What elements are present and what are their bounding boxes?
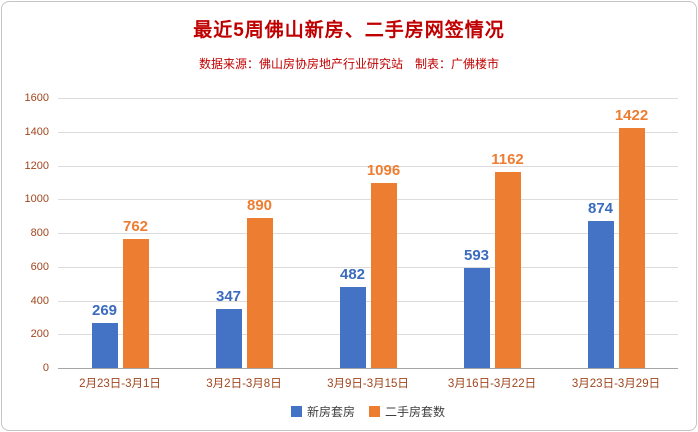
legend-item: 新房套房 bbox=[290, 403, 355, 420]
bar-group: 347 890 bbox=[182, 98, 306, 368]
gridline bbox=[58, 334, 678, 336]
y-tick-label: 600 bbox=[30, 260, 49, 273]
bar-value-label: 593 bbox=[463, 246, 490, 264]
chart-subtitle: 数据来源：佛山房协房地产行业研究站 制表：广佛楼市 bbox=[198, 57, 499, 71]
bar-groups: 269 762 347 890 482 1096 593 1162 874 1422 bbox=[58, 98, 678, 368]
bar-with-label: 1422 bbox=[614, 98, 649, 368]
gridline bbox=[58, 233, 678, 234]
bar-with-label: 1096 bbox=[366, 98, 401, 368]
bar-with-label: 890 bbox=[246, 98, 273, 368]
bar-value-label: 1096 bbox=[366, 162, 401, 180]
bar-value-label: 1422 bbox=[614, 107, 649, 125]
y-tick-label: 800 bbox=[30, 227, 49, 239]
gridline bbox=[58, 165, 678, 167]
bar-chart: 0 200 400 600 800 1000 1200 1400 1600 269 762 347 89… bbox=[2, 92, 696, 420]
bar-group: 874 1422 bbox=[554, 98, 678, 368]
y-tick-label: 200 bbox=[30, 328, 49, 341]
legend-swatch bbox=[290, 406, 302, 417]
bar-新房套房 bbox=[463, 267, 490, 368]
bar-二手房套数 bbox=[370, 183, 397, 368]
bar-二手房套数 bbox=[494, 171, 521, 368]
bar-新房套房 bbox=[587, 220, 614, 368]
legend-item: 二手房套数 bbox=[369, 403, 445, 420]
legend-swatch bbox=[369, 406, 380, 417]
bar-with-label: 269 bbox=[91, 98, 118, 368]
bar-value-label: 1162 bbox=[491, 150, 524, 168]
gridline bbox=[58, 199, 678, 201]
bar-with-label: 593 bbox=[463, 98, 490, 368]
bar-二手房套数 bbox=[618, 128, 645, 368]
gridline bbox=[58, 131, 678, 133]
x-tick-label: 3月9日-3月15日 bbox=[327, 378, 409, 390]
bar-value-label: 874 bbox=[587, 199, 614, 217]
y-tick-label: 0 bbox=[42, 362, 49, 374]
x-tick-label: 3月23日-3月29日 bbox=[571, 378, 661, 390]
x-tick-label: 3月2日-3月8日 bbox=[206, 378, 282, 390]
bar-with-label: 1162 bbox=[491, 98, 524, 368]
bar-新房套房 bbox=[91, 322, 118, 368]
gridline bbox=[58, 266, 678, 268]
gridline bbox=[58, 98, 678, 99]
bar-group: 593 1162 bbox=[430, 98, 554, 368]
y-tick-label: 1400 bbox=[24, 125, 49, 138]
plot-area: 0 200 400 600 800 1000 1200 1400 1600 269 762 347 89… bbox=[25, 92, 678, 374]
bar-二手房套数 bbox=[246, 217, 273, 368]
bar-value-label: 347 bbox=[215, 288, 242, 306]
x-axis-line bbox=[58, 368, 678, 369]
bar-with-label: 347 bbox=[215, 98, 242, 368]
chart-legend: 新房套房 二手房套数 bbox=[58, 403, 678, 420]
x-axis-labels: 2月23日-3月1日 3月2日-3月8日 3月9日-3月15日 3月16日-3月22日… bbox=[58, 375, 678, 391]
bar-group: 482 1096 bbox=[306, 98, 430, 368]
legend-label: 二手房套数 bbox=[385, 405, 446, 419]
chart-title: 最近5周佛山新房、二手房网签情况 bbox=[193, 20, 505, 41]
y-tick-label: 1200 bbox=[24, 159, 49, 172]
bar-新房套房 bbox=[215, 309, 242, 368]
bar-with-label: 482 bbox=[339, 98, 366, 368]
y-tick-label: 1600 bbox=[24, 92, 49, 104]
bar-value-label: 269 bbox=[91, 301, 118, 319]
bar-value-label: 762 bbox=[122, 218, 149, 236]
bar-with-label: 762 bbox=[122, 98, 149, 368]
x-tick-label: 3月16日-3月22日 bbox=[447, 378, 537, 390]
gridline bbox=[58, 300, 678, 302]
y-tick-label: 400 bbox=[30, 294, 49, 307]
y-tick-label: 1000 bbox=[24, 193, 49, 206]
bar-新房套房 bbox=[339, 286, 366, 368]
bar-with-label: 874 bbox=[587, 98, 614, 368]
bar-value-label: 890 bbox=[246, 196, 273, 214]
bar-value-label: 482 bbox=[339, 265, 366, 283]
bar-group: 269 762 bbox=[58, 98, 182, 368]
bar-二手房套数 bbox=[122, 239, 149, 368]
legend-label: 新房套房 bbox=[306, 405, 355, 419]
x-tick-label: 2月23日-3月1日 bbox=[79, 378, 161, 390]
